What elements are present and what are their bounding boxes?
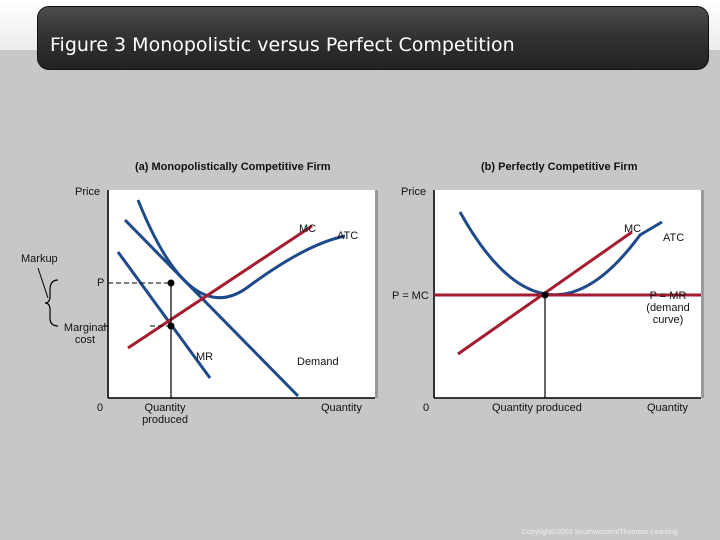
- panel-a-demand-label: Demand: [297, 356, 339, 368]
- panel-a-atc-curve: [136, 199, 346, 299]
- panel-a-mr-curve: [116, 251, 212, 379]
- panel-a-origin: 0: [97, 402, 104, 414]
- title-bar: [37, 6, 709, 70]
- panel-b-equilibrium-point: [541, 291, 549, 299]
- panel-a-demand-curve: [123, 218, 300, 398]
- panel-b-y-label: Price: [401, 186, 427, 198]
- panel-a-mc-point: [167, 322, 175, 330]
- panel-a-x-label: Quantity: [321, 402, 362, 414]
- panel-a-mc-curve: [127, 224, 313, 350]
- panel-a-quantity-produced: Quantity produced: [142, 402, 188, 426]
- panel-a-shadow: [375, 190, 378, 398]
- panel-a-atc-label: ATC: [337, 230, 359, 242]
- panel-b-shadow: [701, 190, 704, 398]
- panel-b-p-eq-mc-label: P = MC: [392, 290, 429, 302]
- panel-a-plot-area: [109, 190, 375, 398]
- slide-title: Figure 3 Monopolistic versus Perfect Com…: [50, 34, 515, 56]
- markup-brace: [44, 279, 59, 327]
- copyright-notice: Copyright©2003 Southwestern/Thomson Lear…: [522, 529, 678, 536]
- panel-a-p-label: P: [97, 277, 105, 289]
- panel-b-mc-label: MC: [624, 223, 642, 235]
- panel-b-x-label: Quantity: [647, 402, 688, 414]
- panel-a-price-point: [167, 279, 175, 287]
- marginal-cost-label: Marginal cost: [63, 322, 107, 346]
- panel-a-mc-label: MC: [299, 223, 317, 235]
- markup-label: Markup: [21, 253, 58, 265]
- panel-a-mr-label: MR: [196, 351, 214, 363]
- panel-b-heading: (b) Perfectly Competitive Firm: [481, 161, 638, 173]
- panel-a-y-label: Price: [75, 186, 101, 198]
- panel-b-p-eq-mr-label: P = MR (demand curve): [646, 290, 690, 326]
- markup-pointer: [37, 267, 49, 299]
- panel-a-heading: (a) Monopolistically Competitive Firm: [135, 161, 331, 173]
- panel-b-quantity-produced: Quantity produced: [492, 402, 582, 414]
- panel-b-origin: 0: [423, 402, 430, 414]
- panel-b-atc-label: ATC: [663, 232, 685, 244]
